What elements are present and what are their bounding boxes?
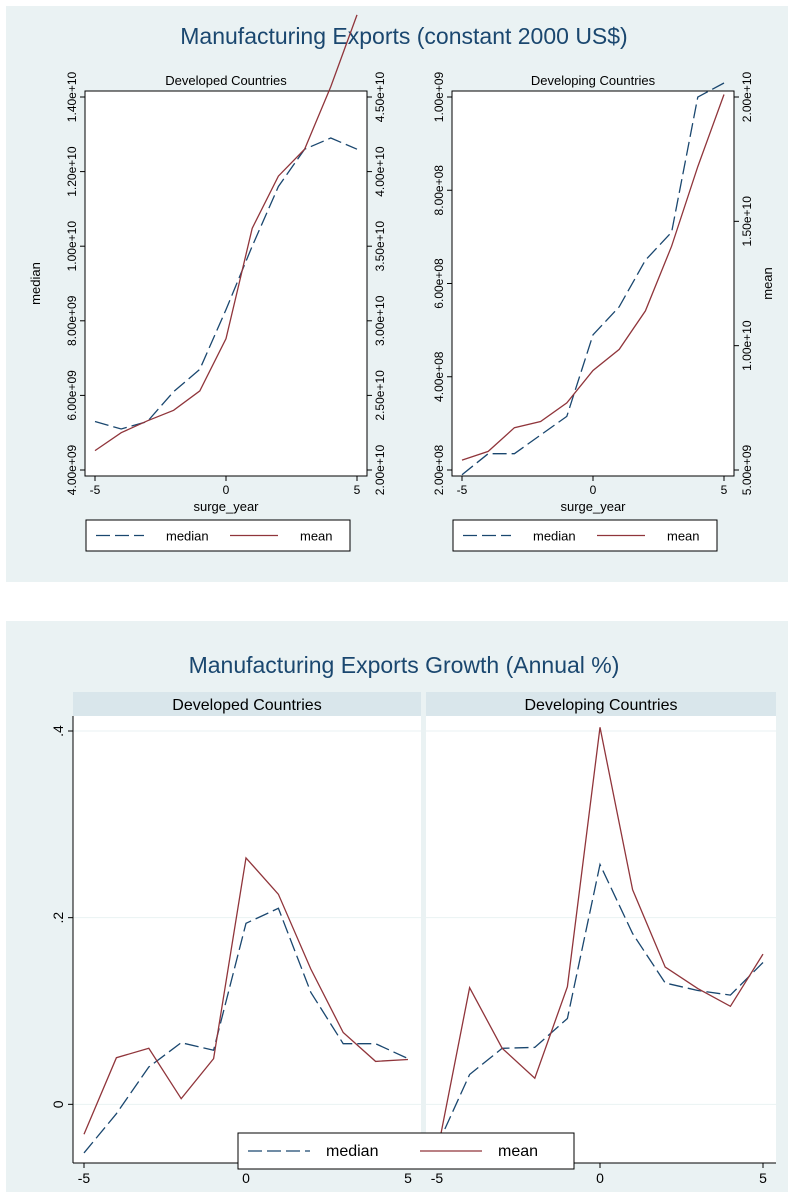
panel-subtitle: Developed Countries: [172, 697, 321, 714]
series-line-mean: [436, 727, 764, 1154]
y-tick-label-left: 8.00e+09: [65, 295, 79, 346]
panel-strip: [426, 692, 776, 716]
plot-area-1: [84, 90, 368, 477]
legend-label-mean: mean: [498, 1143, 538, 1160]
x-axis-title: surge_year: [193, 499, 259, 514]
y-tick-label-left: 6.00e+09: [65, 370, 79, 421]
series-line-mean: [94, 14, 358, 452]
y-tick-label: .2: [50, 912, 66, 924]
series-line-median: [436, 862, 764, 1147]
y-tick-label-left: 2.00e+08: [432, 444, 446, 495]
y-axis-title-right: mean: [760, 267, 775, 300]
y-tick-label-right: 2.00e+10: [740, 71, 754, 122]
x-tick-label: 5: [721, 483, 728, 497]
legend-label-median: median: [166, 529, 209, 544]
y-tick-label-left: 4.00e+09: [65, 444, 79, 495]
x-tick-label: -5: [457, 483, 468, 497]
y-tick-label-right: 2.50e+10: [373, 370, 387, 421]
x-tick-label: 0: [223, 483, 230, 497]
series-line-median: [461, 82, 725, 476]
x-tick-label: 0: [596, 1170, 604, 1186]
y-tick-label-right: 1.50e+10: [740, 196, 754, 247]
legend-box: [452, 519, 718, 552]
legend-label-median: median: [326, 1143, 378, 1160]
panel-strip: [73, 692, 421, 716]
panel-subtitle: Developing Countries: [525, 697, 678, 714]
y-tick-label-left: 6.00e+08: [432, 258, 446, 309]
y-tick-label-left: 8.00e+08: [432, 165, 446, 216]
y-tick-label-right: 3.00e+10: [373, 295, 387, 346]
x-axis-title: surge_year: [198, 1190, 273, 1192]
series-line-median: [94, 137, 358, 430]
series-line-mean: [461, 94, 725, 461]
legend-label-mean: mean: [300, 529, 333, 544]
y-tick-label-right: 1.00e+10: [740, 320, 754, 371]
chart-title: Manufacturing Exports Growth (Annual %): [189, 652, 620, 678]
x-tick-label: -5: [90, 483, 101, 497]
chart-manufacturing-exports-growth: Manufacturing Exports Growth (Annual %) D…: [50, 652, 776, 1192]
chart-title: Manufacturing Exports (constant 2000 US$…: [180, 23, 627, 49]
figure-manufacturing-exports: Manufacturing Exports (constant 2000 US$…: [6, 6, 788, 582]
x-tick-label: 5: [404, 1170, 412, 1186]
x-tick-label: 0: [590, 483, 597, 497]
x-tick-label: -5: [431, 1170, 444, 1186]
plot-area-1: [73, 716, 421, 1163]
y-tick-label-right: 2.00e+10: [373, 444, 387, 495]
y-tick-label-right: 4.50e+10: [373, 71, 387, 122]
y-tick-label-right: 4.00e+10: [373, 146, 387, 197]
y-tick-label-left: 1.20e+10: [65, 146, 79, 197]
y-tick-label: 0: [50, 1100, 66, 1108]
panel-subtitle: Developing Countries: [531, 73, 656, 88]
figure-manufacturing-exports-growth: Manufacturing Exports Growth (Annual %) D…: [6, 621, 788, 1192]
x-tick-label: 5: [354, 483, 361, 497]
y-tick-label-left: 1.00e+09: [432, 71, 446, 122]
y-axis-title-left: median: [28, 262, 43, 305]
series-line-median: [83, 907, 409, 1154]
chart-manufacturing-exports: Manufacturing Exports (constant 2000 US$…: [28, 14, 775, 552]
x-axis-title: surge_year: [560, 499, 626, 514]
x-tick-label: -5: [78, 1170, 91, 1186]
legend-box: [85, 519, 351, 552]
y-tick-label: .4: [50, 725, 66, 737]
series-line-mean: [83, 856, 409, 1135]
panel-subtitle: Developed Countries: [165, 73, 287, 88]
y-tick-label-left: 1.40e+10: [65, 71, 79, 122]
plot-area-2: [451, 90, 735, 477]
x-tick-label: 0: [242, 1170, 250, 1186]
y-tick-label-left: 4.00e+08: [432, 351, 446, 402]
legend-label-median: median: [533, 529, 576, 544]
y-tick-label-right: 3.50e+10: [373, 221, 387, 272]
plot-area-2: [426, 716, 776, 1163]
y-tick-label-left: 1.00e+10: [65, 221, 79, 272]
y-tick-label-right: 5.00e+09: [740, 444, 754, 495]
legend-label-mean: mean: [667, 529, 700, 544]
x-tick-label: 5: [759, 1170, 767, 1186]
